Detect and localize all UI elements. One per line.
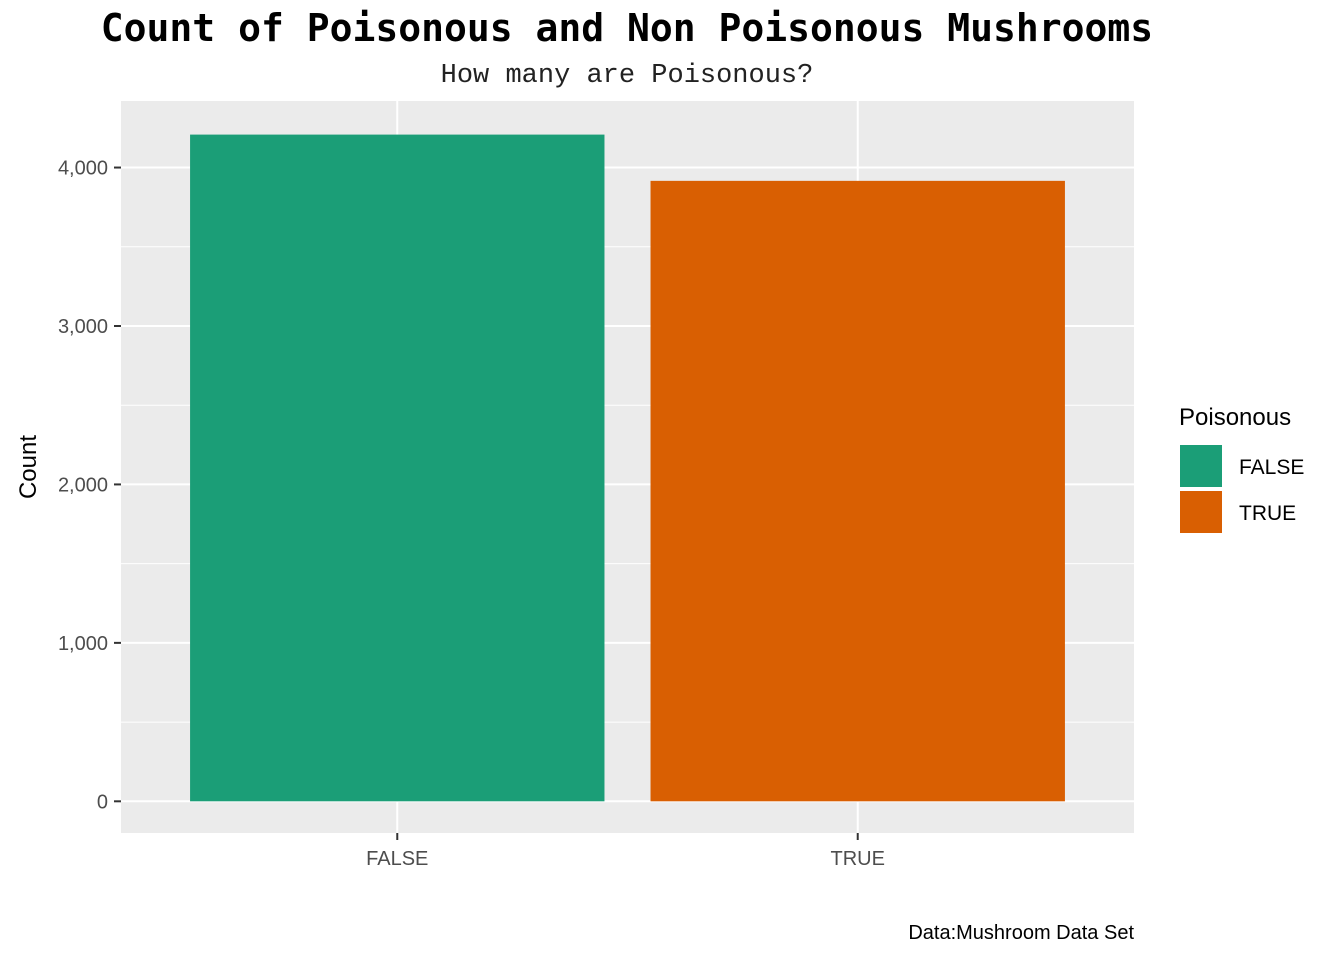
y-axis: 0 1,000 2,000 3,000 4,000: [58, 158, 121, 813]
legend-title: Poisonous: [1179, 404, 1291, 431]
chart-subtitle: How many are Poisonous?: [441, 61, 814, 91]
legend-key-true: [1180, 491, 1222, 533]
legend-label-false: FALSE: [1239, 456, 1304, 479]
bar-true: [650, 180, 1065, 802]
y-tick-label: 1,000: [58, 633, 108, 655]
chart-caption: Data:Mushroom Data Set: [908, 922, 1134, 944]
x-tick-label: TRUE: [831, 848, 885, 870]
x-tick-label: FALSE: [366, 848, 428, 870]
y-tick-label: 3,000: [58, 316, 108, 338]
legend-key-false: [1180, 445, 1222, 487]
legend: Poisonous FALSE TRUE: [1179, 404, 1304, 533]
y-tick-label: 0: [97, 791, 108, 813]
legend-label-true: TRUE: [1239, 502, 1296, 525]
chart-title: Count of Poisonous and Non Poisonous Mus…: [101, 6, 1153, 50]
bars: [190, 134, 1065, 802]
y-tick-label: 4,000: [58, 158, 108, 180]
bar-false: [190, 134, 605, 802]
x-axis: FALSE TRUE: [366, 833, 885, 870]
legend-items: FALSE TRUE: [1180, 445, 1304, 533]
y-tick-label: 2,000: [58, 474, 108, 496]
y-axis-title: Count: [15, 435, 42, 499]
